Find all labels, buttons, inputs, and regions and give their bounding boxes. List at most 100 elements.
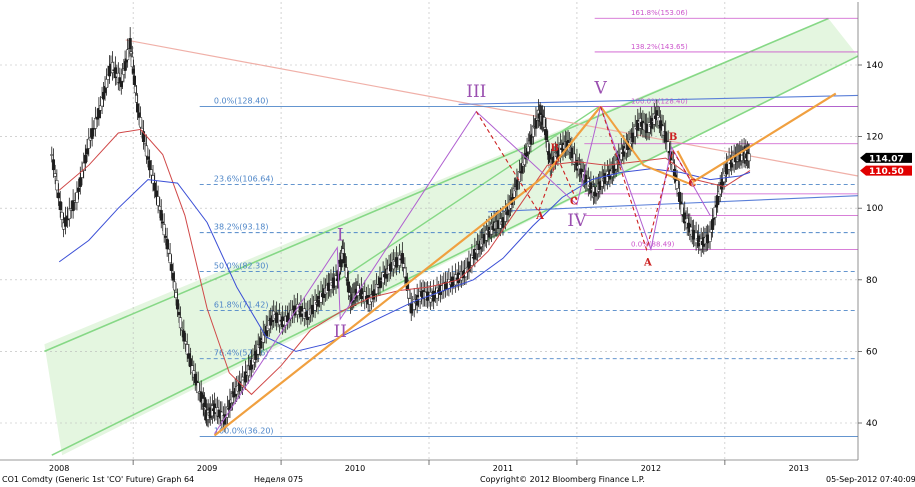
candle-body — [53, 173, 57, 177]
wave-label-roman: V — [593, 79, 607, 99]
fib-ext-label: 138.2%(143.65) — [631, 43, 688, 51]
fib-ext-label: 0.0%(88.49) — [631, 240, 675, 248]
candle-body — [71, 200, 75, 212]
candle-body — [180, 329, 184, 331]
candle-body — [196, 382, 200, 393]
candle-body — [77, 187, 81, 192]
candle-body — [75, 192, 79, 203]
candle-body — [67, 208, 71, 220]
fib-level-label: 0.0%(128.40) — [214, 97, 269, 106]
wave-label-abc: A — [643, 257, 652, 268]
x-tick-label: 2009 — [197, 464, 217, 473]
wave-label-abc: B — [669, 132, 677, 143]
candle-body — [167, 248, 171, 254]
candle-body — [394, 257, 399, 268]
candle-body — [182, 330, 186, 342]
candle-body — [164, 235, 168, 238]
candle-body — [275, 312, 279, 323]
fib-level-label: 23.6%(106.64) — [214, 174, 274, 183]
y-tick-label: 60 — [866, 347, 878, 357]
candle-body — [177, 311, 181, 316]
orange-projection-path — [213, 105, 602, 437]
candle-body — [185, 344, 189, 355]
fib-ext-label: 100.0%(128.40) — [631, 98, 688, 106]
candle-body — [87, 138, 91, 149]
candle-body — [178, 317, 183, 329]
wave-label-abc: C — [688, 179, 696, 190]
candle-body — [90, 128, 94, 139]
candle-body — [146, 156, 150, 160]
candle-body — [168, 253, 172, 264]
candle-body — [51, 159, 56, 171]
candle-body — [173, 281, 177, 291]
candle-body — [58, 201, 62, 211]
candle-body — [153, 182, 157, 191]
candle-body — [149, 169, 153, 176]
x-tick-label: 2011 — [493, 464, 513, 473]
candle-body — [110, 62, 114, 73]
wave-label-roman: I — [337, 225, 344, 245]
candle-body — [104, 78, 109, 88]
candle-body — [432, 290, 436, 302]
candle-body — [78, 177, 82, 187]
candle-body — [183, 341, 188, 345]
wave-label-roman: III — [466, 82, 486, 102]
candle-body — [359, 288, 363, 300]
wave-label-abc: B — [551, 143, 559, 154]
candle-body — [60, 212, 64, 220]
wave-label-roman: II — [334, 322, 347, 342]
fib-ext-label: 161.8%(153.06) — [631, 9, 688, 17]
candle-body — [156, 196, 160, 206]
candle-body — [170, 264, 174, 271]
candle-body — [175, 299, 180, 310]
wave-label-roman: IV — [567, 211, 587, 231]
footer-timestamp: 05-Sep-2012 07:40:09 — [826, 475, 915, 484]
fib-level-label: 100.0%(36.20) — [214, 427, 274, 436]
candle-body — [316, 295, 320, 307]
wave-label-abc: C — [570, 197, 578, 208]
fib-level-label: 38.2%(93.18) — [214, 223, 269, 232]
candle-body — [158, 206, 162, 211]
fib-level-label: 76.4%(57.96) — [214, 349, 269, 358]
candle-body — [56, 192, 61, 199]
channel-lower-line — [51, 55, 859, 456]
orange-projection-path — [676, 92, 837, 183]
y-tick-label: 100 — [866, 204, 883, 214]
candle-body — [154, 190, 158, 198]
x-tick-label: 2008 — [49, 464, 69, 473]
candle-body — [378, 277, 382, 289]
y-axis-panel — [858, 0, 915, 474]
candle-body — [747, 153, 751, 162]
candle-body — [545, 140, 549, 142]
y-tick-label: 80 — [866, 276, 878, 286]
candle-body — [107, 65, 112, 77]
price-chart: 0.0%(128.40) 23.6%(106.64) 38.2%(93.18) 50.… — [0, 0, 915, 474]
candle-body — [143, 143, 147, 145]
footer-period: Неделя 075 — [254, 475, 304, 484]
candle-body — [174, 292, 178, 298]
correction-wave-red — [475, 111, 578, 214]
fib-level-label: 50.0%(82.30) — [214, 262, 269, 271]
downtrend-line — [125, 39, 859, 177]
price-marker-label: 110.50 — [869, 167, 904, 177]
candle-body — [159, 210, 163, 221]
elliott-wave-purple — [214, 106, 602, 434]
moving-average-red — [58, 128, 751, 396]
candle-body — [136, 103, 140, 113]
candle-body — [171, 272, 175, 281]
x-axis-panel — [0, 460, 915, 474]
footer-bar: CO1 Comdty (Generic 1st 'CO' Future) Gra… — [0, 474, 915, 487]
candle-body — [144, 145, 149, 157]
candle-body — [470, 254, 474, 266]
candle-body — [93, 117, 98, 129]
price-marker — [860, 152, 912, 163]
candle-body — [313, 300, 317, 311]
x-tick-label: 2010 — [345, 464, 365, 473]
y-tick-label: 40 — [866, 419, 878, 429]
candle-body — [83, 154, 87, 164]
y-tick-label: 140 — [866, 61, 883, 71]
resistance-line — [458, 94, 859, 105]
y-tick-label: 120 — [866, 133, 883, 143]
candle-body — [397, 254, 401, 266]
